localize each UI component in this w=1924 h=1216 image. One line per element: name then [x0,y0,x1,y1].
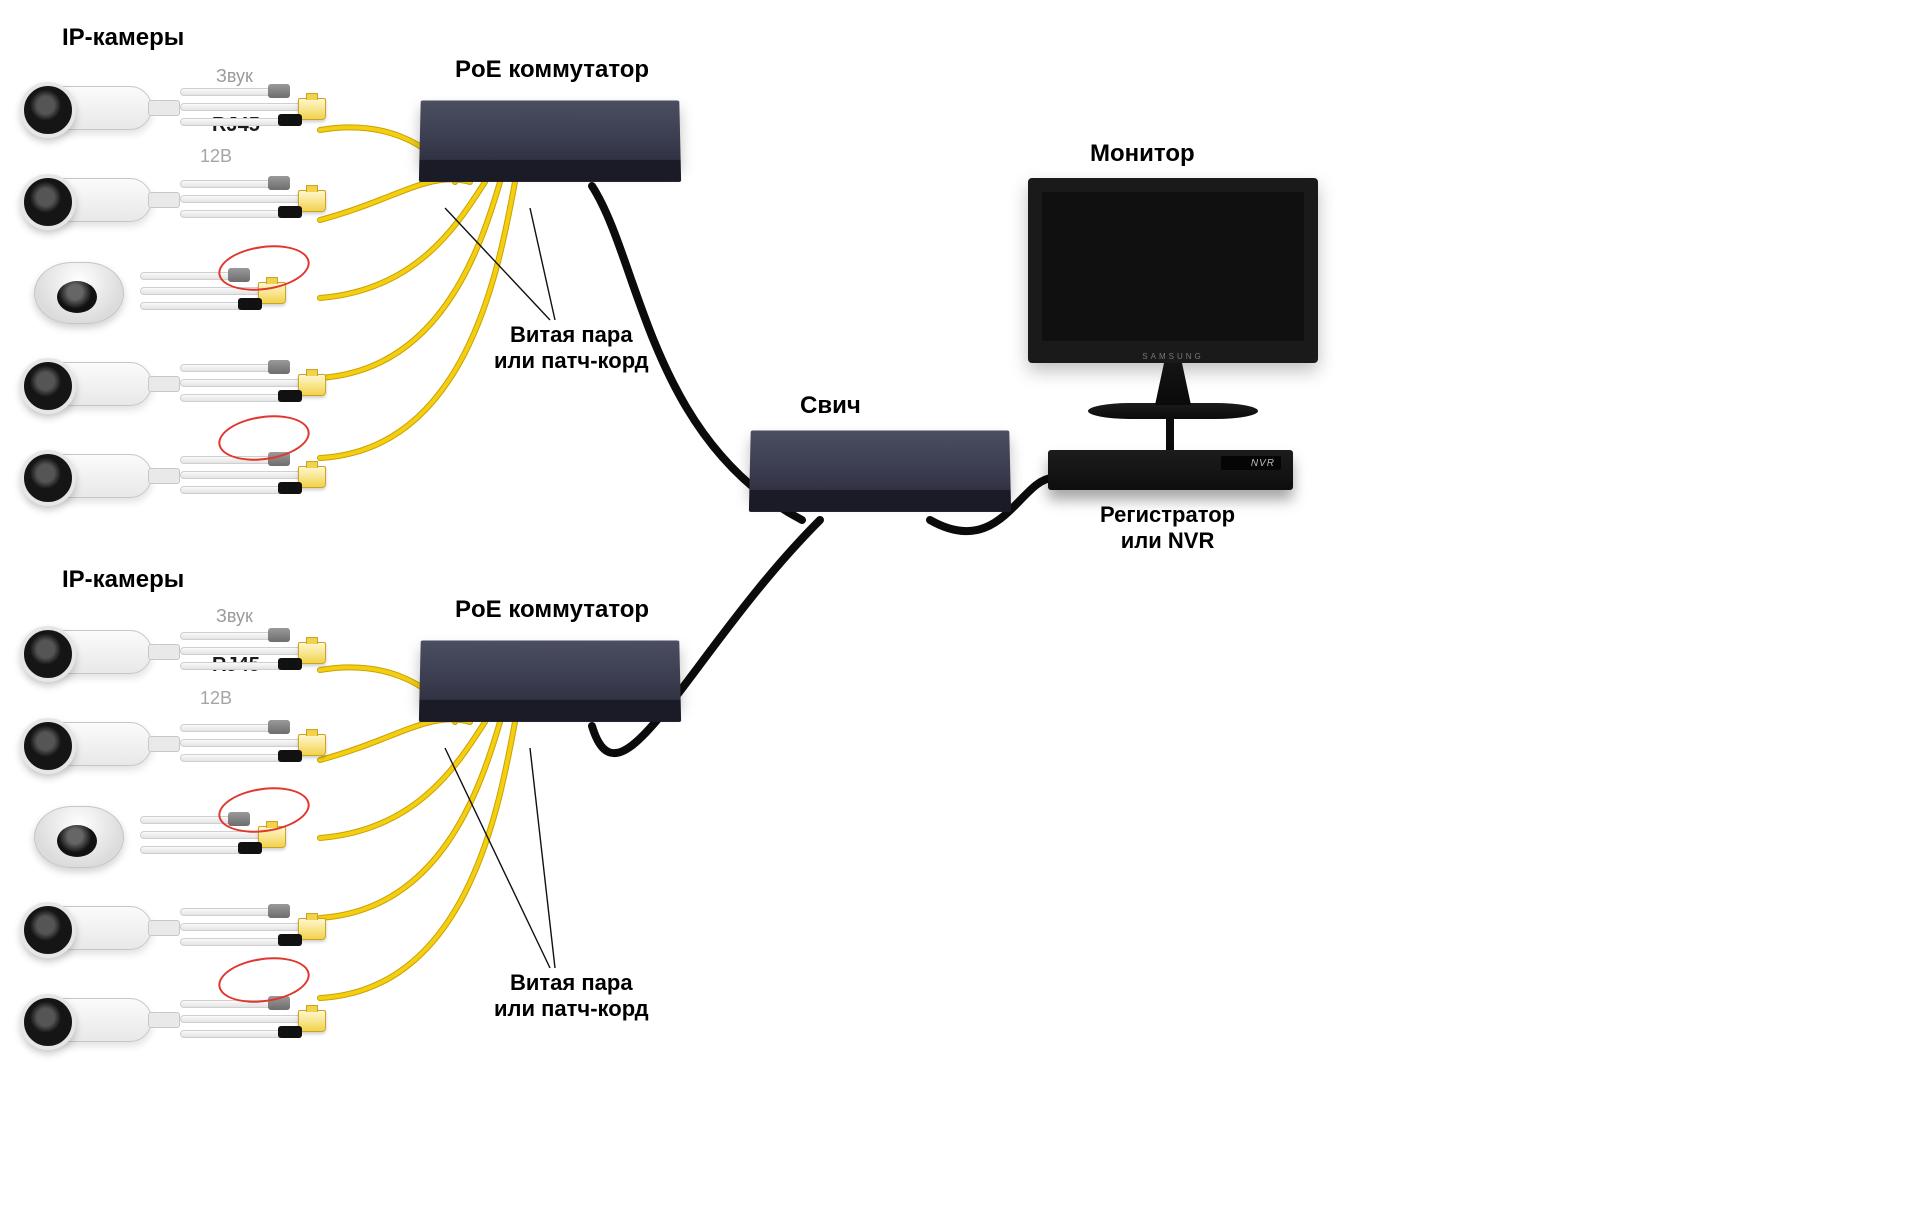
ip-camera [30,614,360,684]
label-patch-top: Витая пара или патч-корд [494,322,649,374]
switch-ports [775,494,963,509]
dome-camera-icon [34,262,124,324]
monitor-base-icon [1088,403,1258,419]
ip-camera-dome [30,798,360,868]
ip-camera [30,346,360,416]
nvr-badge: NVR [1251,458,1275,469]
ip-camera [30,162,360,232]
nvr-recorder: NVR [1048,450,1293,490]
camera-group-top [30,70,360,530]
switch-ports [445,704,633,719]
ip-camera [30,706,360,776]
ip-camera-dome [30,254,360,324]
camera-pigtail [180,88,355,132]
ip-camera [30,70,360,140]
ip-camera [30,438,360,508]
camera-group-bottom [30,614,360,1074]
switch-ports [445,164,633,179]
uplink-port [638,704,660,719]
label-poe-switch-top: PoE коммутатор [455,56,649,84]
rj45-icon [298,98,326,120]
monitor: SAMSUNG [1028,178,1318,419]
label-monitor: Монитор [1090,140,1195,168]
poe-switch-top [419,100,680,163]
label-ip-cameras-bot: IP-камеры [62,566,184,594]
label-switch: Свич [800,392,861,420]
bnc-icon [268,84,290,98]
label-nvr: Регистратор или NVR [1100,502,1235,554]
poe-switch-bottom [419,640,680,703]
monitor-stand-icon [1143,363,1203,405]
label-patch-bot: Витая пара или патч-корд [494,970,649,1022]
label-poe-switch-bot: PoE коммутатор [455,596,649,624]
uplink-port [638,164,660,179]
core-switch [749,430,1010,493]
monitor-screen-icon [1028,178,1318,363]
camera-lens-icon [20,82,76,138]
ip-camera [30,982,360,1052]
monitor-brand: SAMSUNG [1028,352,1318,361]
dc-plug-icon [278,114,302,126]
ip-camera [30,890,360,960]
label-ip-cameras-top: IP-камеры [62,24,184,52]
uplink-port [968,494,990,509]
